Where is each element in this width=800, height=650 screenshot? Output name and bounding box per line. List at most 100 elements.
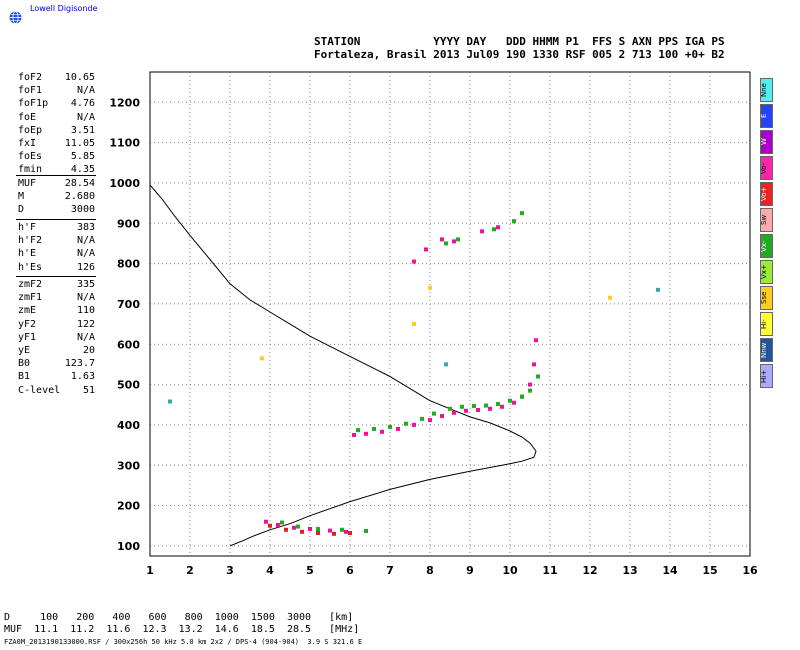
trace-point [488, 406, 492, 411]
param-value: N/A [76, 248, 95, 260]
param-row: h'Es 126 [18, 262, 95, 275]
param-row: MUF 28.54 [18, 178, 95, 191]
panel-divider [16, 219, 96, 220]
param-value: 126 [76, 261, 95, 273]
trace-point [520, 394, 524, 399]
footer-muf-row: MUF 11.1 11.2 11.6 12.3 13.2 14.6 18.5 2… [4, 624, 360, 635]
param-row: fmin 4.35 [18, 164, 95, 177]
trace-point [452, 239, 456, 244]
x-tick-label: 9 [466, 564, 474, 577]
y-tick-label: 500 [117, 379, 140, 392]
param-value: 2.680 [64, 191, 95, 203]
trace-point [296, 524, 300, 529]
y-tick-label: 700 [117, 298, 140, 311]
x-tick-label: 7 [386, 564, 394, 577]
trace-point [332, 531, 336, 536]
param-row: C-level 51 [18, 385, 95, 398]
trace-point [284, 527, 288, 532]
x-tick-label: 13 [622, 564, 637, 577]
param-value: 110 [76, 305, 95, 317]
trace-point [432, 411, 436, 416]
param-value: 4.76 [70, 98, 95, 110]
param-label: yE [18, 345, 31, 356]
trace-point [308, 526, 312, 531]
panel-divider [16, 175, 96, 176]
param-value: 10.65 [64, 72, 95, 83]
trace-point [456, 237, 460, 242]
legend-item: Sse [760, 286, 773, 310]
legend-item: Vo+ [760, 182, 773, 206]
x-tick-label: 12 [582, 564, 597, 577]
y-tick-label: 300 [117, 459, 140, 472]
param-row: foF1p 4.76 [18, 98, 95, 111]
param-label: zmF2 [18, 279, 43, 290]
param-label: h'Es [18, 261, 43, 273]
trace-point [328, 528, 332, 533]
param-row: yE 20 [18, 345, 95, 358]
trace-point [316, 526, 320, 531]
trace-point [280, 520, 284, 525]
footer-distance-row: D 100 200 400 600 800 1000 1500 3000 [km… [4, 612, 354, 623]
param-value: 51 [82, 384, 95, 396]
param-label: B0 [18, 358, 31, 370]
trace-point [528, 382, 532, 387]
trace-point [396, 426, 400, 431]
param-label: zmE [18, 305, 37, 317]
param-label: foEp [18, 124, 43, 136]
param-row: foEp 3.51 [18, 125, 95, 138]
x-tick-label: 11 [542, 564, 557, 577]
brand-logo: Lowell Digisonde [8, 2, 158, 28]
param-row: foE N/A [18, 112, 95, 125]
param-row: yF1 N/A [18, 332, 95, 345]
param-row: h'E N/A [18, 248, 95, 261]
x-tick-label: 2 [186, 564, 194, 577]
trace-point [340, 527, 344, 532]
x-tick-label: 10 [502, 564, 518, 577]
trace-point [512, 400, 516, 405]
trace-point [448, 406, 452, 411]
param-value: N/A [76, 235, 95, 247]
trace-point [428, 418, 432, 423]
legend-item: Nnw [760, 338, 773, 362]
trace-point [412, 259, 416, 264]
trace-point [260, 356, 264, 361]
trace-point [440, 237, 444, 242]
param-label: h'E [18, 248, 37, 260]
legend-item: E [760, 104, 773, 128]
legend-item: Hi- [760, 312, 773, 336]
param-label: yF1 [18, 331, 37, 343]
param-label: MUF [18, 178, 37, 189]
legend-item: Sw [760, 208, 773, 232]
legend-item: Vo- [760, 156, 773, 180]
trace-point [412, 422, 416, 427]
param-row: h'F2 N/A [18, 235, 95, 248]
param-value: 335 [76, 279, 95, 290]
param-row: zmF1 N/A [18, 292, 95, 305]
trace-point [532, 362, 536, 367]
param-row: yF2 122 [18, 319, 95, 332]
param-row: B1 1.63 [18, 371, 95, 384]
param-value: 4.35 [70, 164, 95, 176]
param-label: h'F [18, 222, 37, 233]
x-tick-label: 6 [346, 564, 354, 577]
param-row: D 3000 [18, 204, 95, 217]
param-label: foF1p [18, 98, 49, 110]
x-tick-label: 3 [226, 564, 234, 577]
y-tick-label: 1200 [109, 96, 140, 109]
legend-item: Vx- [760, 234, 773, 258]
param-label: h'F2 [18, 235, 43, 247]
legend-item: Hi+ [760, 364, 773, 388]
trace-point [412, 322, 416, 327]
header-columns: STATION YYYY DAY DDD HHMM P1 FFS S AXN P… [314, 35, 725, 48]
param-value: 11.05 [64, 138, 95, 149]
x-tick-label: 15 [702, 564, 717, 577]
x-tick-label: 4 [266, 564, 274, 577]
plot-frame [149, 71, 751, 557]
trace-point [388, 424, 392, 429]
legend-item: W [760, 130, 773, 154]
logo-text: Lowell Digisonde [30, 4, 98, 13]
param-label: foEs [18, 151, 43, 163]
param-row: foEs 5.85 [18, 151, 95, 164]
profile-curve [149, 184, 537, 547]
